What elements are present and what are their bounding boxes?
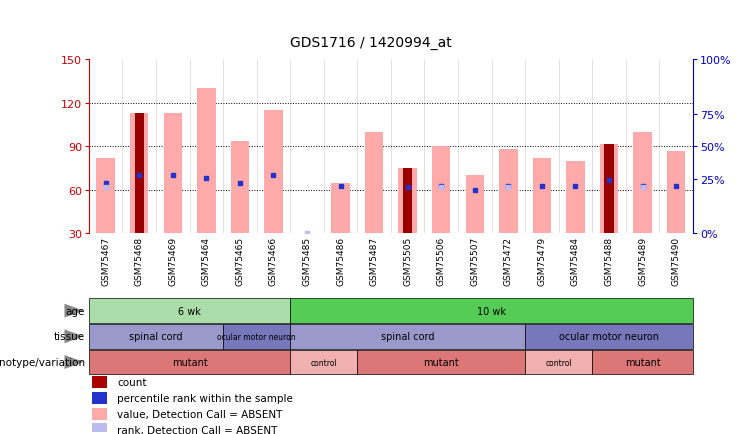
Text: age: age bbox=[66, 306, 85, 316]
Text: GSM75479: GSM75479 bbox=[537, 237, 546, 286]
Polygon shape bbox=[64, 330, 84, 343]
Text: GSM75505: GSM75505 bbox=[403, 237, 412, 286]
Bar bbox=[197, 89, 216, 234]
Text: GSM75506: GSM75506 bbox=[436, 237, 445, 286]
Bar bbox=[331, 183, 350, 234]
Bar bbox=[432, 147, 451, 234]
Bar bbox=[566, 161, 585, 234]
Text: GSM75487: GSM75487 bbox=[370, 237, 379, 286]
Bar bbox=[89, 324, 223, 349]
Bar bbox=[399, 169, 417, 234]
Text: count: count bbox=[117, 377, 147, 387]
Text: spinal cord: spinal cord bbox=[381, 332, 434, 342]
Text: 6 wk: 6 wk bbox=[178, 306, 201, 316]
Bar bbox=[667, 151, 685, 234]
Bar bbox=[365, 133, 383, 234]
Bar bbox=[357, 350, 525, 375]
Bar bbox=[89, 299, 290, 323]
Bar bbox=[604, 144, 614, 234]
Text: GSM75472: GSM75472 bbox=[504, 237, 513, 286]
Bar bbox=[290, 324, 525, 349]
Text: GSM75467: GSM75467 bbox=[102, 237, 110, 286]
Text: GSM75490: GSM75490 bbox=[671, 237, 680, 286]
Text: GSM75468: GSM75468 bbox=[135, 237, 144, 286]
Text: rank, Detection Call = ABSENT: rank, Detection Call = ABSENT bbox=[117, 424, 278, 434]
Bar bbox=[223, 324, 290, 349]
Bar bbox=[525, 350, 592, 375]
Text: ocular motor neuron: ocular motor neuron bbox=[559, 332, 659, 342]
Text: percentile rank within the sample: percentile rank within the sample bbox=[117, 393, 293, 403]
Bar bbox=[130, 114, 148, 234]
Text: mutant: mutant bbox=[625, 357, 660, 367]
Bar bbox=[89, 350, 290, 375]
Bar bbox=[533, 159, 551, 234]
Text: GSM75507: GSM75507 bbox=[471, 237, 479, 286]
Bar bbox=[525, 324, 693, 349]
Bar bbox=[290, 299, 693, 323]
Polygon shape bbox=[64, 355, 84, 369]
Polygon shape bbox=[64, 304, 84, 318]
Text: GSM75484: GSM75484 bbox=[571, 237, 580, 286]
Bar bbox=[592, 350, 693, 375]
Bar bbox=[499, 150, 517, 234]
Bar bbox=[634, 133, 652, 234]
Text: GSM75465: GSM75465 bbox=[236, 237, 245, 286]
Text: value, Detection Call = ABSENT: value, Detection Call = ABSENT bbox=[117, 409, 283, 419]
Text: GSM75488: GSM75488 bbox=[605, 237, 614, 286]
Text: GSM75489: GSM75489 bbox=[638, 237, 647, 286]
Text: 10 wk: 10 wk bbox=[477, 306, 506, 316]
Bar bbox=[265, 111, 282, 234]
Bar bbox=[164, 114, 182, 234]
Text: mutant: mutant bbox=[172, 357, 207, 367]
Text: control: control bbox=[545, 358, 572, 367]
Text: ocular motor neuron: ocular motor neuron bbox=[217, 332, 296, 341]
Text: spinal cord: spinal cord bbox=[129, 332, 183, 342]
Text: control: control bbox=[310, 358, 337, 367]
Bar bbox=[403, 169, 412, 234]
Text: GSM75485: GSM75485 bbox=[302, 237, 311, 286]
Text: GSM75486: GSM75486 bbox=[336, 237, 345, 286]
Text: GSM75464: GSM75464 bbox=[202, 237, 211, 286]
Bar bbox=[290, 350, 357, 375]
Text: tissue: tissue bbox=[54, 332, 85, 342]
Text: genotype/variation: genotype/variation bbox=[0, 357, 85, 367]
Bar bbox=[92, 392, 107, 404]
Text: GSM75469: GSM75469 bbox=[168, 237, 177, 286]
Text: GSM75466: GSM75466 bbox=[269, 237, 278, 286]
Bar bbox=[465, 176, 484, 234]
Text: mutant: mutant bbox=[423, 357, 459, 367]
Bar bbox=[135, 114, 144, 234]
Bar bbox=[230, 141, 249, 234]
Bar bbox=[96, 159, 115, 234]
Bar bbox=[92, 408, 107, 420]
Bar bbox=[92, 424, 107, 434]
Bar bbox=[599, 144, 618, 234]
Text: GDS1716 / 1420994_at: GDS1716 / 1420994_at bbox=[290, 36, 451, 49]
Bar bbox=[92, 376, 107, 388]
